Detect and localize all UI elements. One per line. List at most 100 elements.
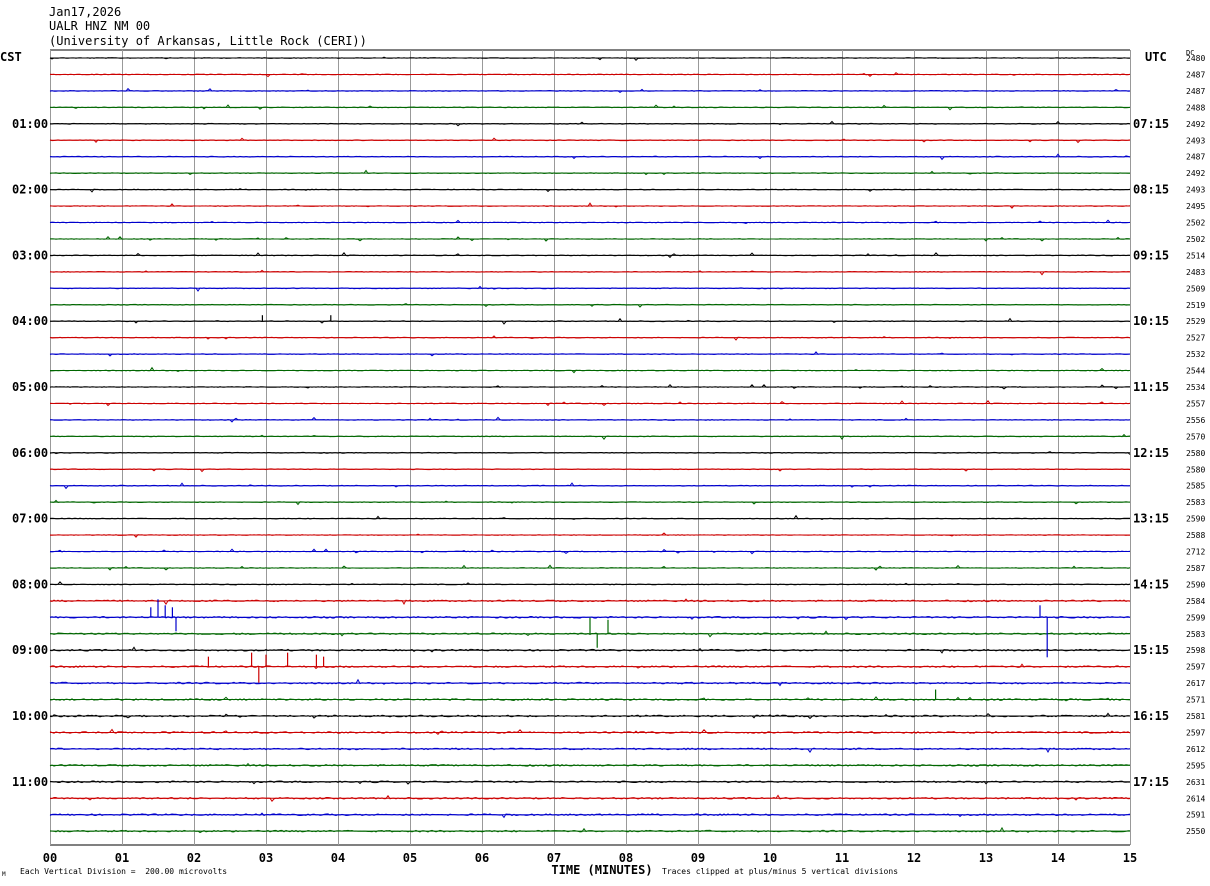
dc-axis-title: DC — [1186, 49, 1194, 57]
trace-signal — [49, 630, 1131, 638]
utc-hour-label: 11:15 — [1133, 380, 1169, 394]
utc-axis-title: UTC — [1145, 50, 1167, 64]
x-tick-label: 09 — [691, 851, 705, 865]
x-tick-label: 14 — [1051, 851, 1065, 865]
dc-offset-label: 2495 — [1186, 202, 1205, 211]
trace-signal — [49, 598, 1131, 606]
utc-hour-label: 14:15 — [1133, 577, 1169, 591]
dc-offset-label: 2584 — [1186, 597, 1205, 606]
cst-hour-label: 03:00 — [12, 248, 48, 262]
trace-signal — [49, 169, 1131, 176]
dc-offset-label: 2617 — [1186, 679, 1205, 688]
dc-offset-label: 2532 — [1186, 350, 1205, 359]
dc-offset-label: 2487 — [1186, 153, 1205, 162]
trace-signal — [49, 794, 1131, 803]
trace-signal — [49, 335, 1131, 341]
cst-hour-label: 06:00 — [12, 446, 48, 460]
trace-signal — [49, 235, 1131, 242]
institution-label: (University of Arkansas, Little Rock (CE… — [49, 34, 367, 48]
utc-hour-label: 12:15 — [1133, 446, 1169, 460]
dc-offset-label: 2556 — [1186, 416, 1205, 425]
trace-signal — [49, 202, 1131, 209]
trace-signal — [49, 468, 1131, 473]
dc-offset-label: 2631 — [1186, 778, 1205, 787]
dc-offset-label: 2583 — [1186, 630, 1205, 639]
trace-signal — [49, 351, 1131, 357]
trace-signal — [49, 663, 1131, 670]
trace-signal — [49, 499, 1131, 506]
trace-signal — [49, 646, 1131, 654]
time-grid — [50, 49, 1131, 846]
station-label: UALR HNZ NM 00 — [49, 19, 151, 33]
cst-hour-label: 01:00 — [12, 117, 48, 131]
cst-hour-label: 07:00 — [12, 512, 48, 526]
scale-note: Each Vertical Division = 200.00 microvol… — [20, 867, 228, 876]
x-tick-label: 13 — [979, 851, 993, 865]
dc-offset-label: 2580 — [1186, 465, 1205, 474]
x-tick-label: 11 — [835, 851, 849, 865]
trace-signal — [49, 548, 1131, 555]
dc-offset-label: 2514 — [1186, 251, 1205, 260]
trace-signal — [49, 433, 1131, 441]
x-tick-label: 04 — [331, 851, 345, 865]
dc-offset-label: 2550 — [1186, 827, 1205, 836]
dc-offset-label: 2712 — [1186, 548, 1205, 557]
dc-offset-label: 2599 — [1186, 613, 1205, 622]
dc-offset-label: 2612 — [1186, 745, 1205, 754]
dc-offset-label: 2519 — [1186, 301, 1205, 310]
utc-hour-label: 09:15 — [1133, 248, 1169, 262]
trace-signal — [49, 219, 1131, 225]
dc-offset-label: 2614 — [1186, 794, 1205, 803]
trace-signal — [50, 366, 1131, 374]
x-tick-label: 07 — [547, 851, 561, 865]
dc-offset-label: 2590 — [1186, 580, 1205, 589]
trace-signal — [49, 72, 1131, 78]
dc-offset-label: 2492 — [1186, 169, 1205, 178]
x-tick-label: 02 — [187, 851, 201, 865]
trace-signal — [49, 564, 1131, 571]
trace-signal — [49, 56, 1131, 62]
trace-signal — [49, 696, 1131, 702]
trace-signal — [49, 87, 1131, 94]
trace-signal — [49, 104, 1131, 111]
x-tick-label: 15 — [1123, 851, 1137, 865]
cst-hour-label: 11:00 — [12, 775, 48, 789]
dc-offset-label: 2502 — [1186, 219, 1205, 228]
utc-hour-label: 17:15 — [1133, 775, 1169, 789]
cst-hour-label: 05:00 — [12, 380, 48, 394]
trace-signal — [49, 615, 1131, 621]
cst-hour-label: 09:00 — [12, 643, 48, 657]
x-axis-title: TIME (MINUTES) — [551, 863, 652, 877]
trace-signal — [49, 269, 1131, 276]
x-tick-label: 06 — [475, 851, 489, 865]
seismic-traces — [49, 56, 1131, 834]
dc-offset-label: 2488 — [1186, 103, 1205, 112]
trace-signal — [49, 317, 1131, 325]
dc-offset-label: 2487 — [1186, 70, 1205, 79]
dc-offset-label: 2570 — [1186, 432, 1205, 441]
trace-signal — [49, 532, 1131, 538]
dc-offset-label: 2529 — [1186, 317, 1205, 326]
utc-hour-label: 07:15 — [1133, 117, 1169, 131]
dc-offset-label: 2583 — [1186, 498, 1205, 507]
axis-labels: 2480 2487 2487 2488 2492 2493 2487 2492 2493 2495… — [0, 49, 1205, 877]
trace-signal — [49, 747, 1131, 754]
x-tick-label: 12 — [907, 851, 921, 865]
trace-signal — [49, 285, 1131, 292]
cst-hour-label: 10:00 — [12, 709, 48, 723]
dc-offset-label: 2493 — [1186, 136, 1205, 145]
dc-offset-label: 2597 — [1186, 663, 1205, 672]
dc-offset-label: 2571 — [1186, 696, 1205, 705]
dc-offset-label: 2580 — [1186, 449, 1205, 458]
trace-signal — [49, 251, 1130, 259]
trace-signal — [49, 780, 1131, 785]
trace-signal — [49, 383, 1130, 390]
dc-offset-label: 2598 — [1186, 646, 1205, 655]
x-tick-label: 05 — [403, 851, 417, 865]
trace-signal — [49, 728, 1131, 735]
trace-signal — [50, 120, 1131, 127]
utc-hour-label: 08:15 — [1133, 183, 1169, 197]
dc-offset-label: 2527 — [1186, 334, 1205, 343]
dc-offset-label: 2557 — [1186, 399, 1205, 408]
